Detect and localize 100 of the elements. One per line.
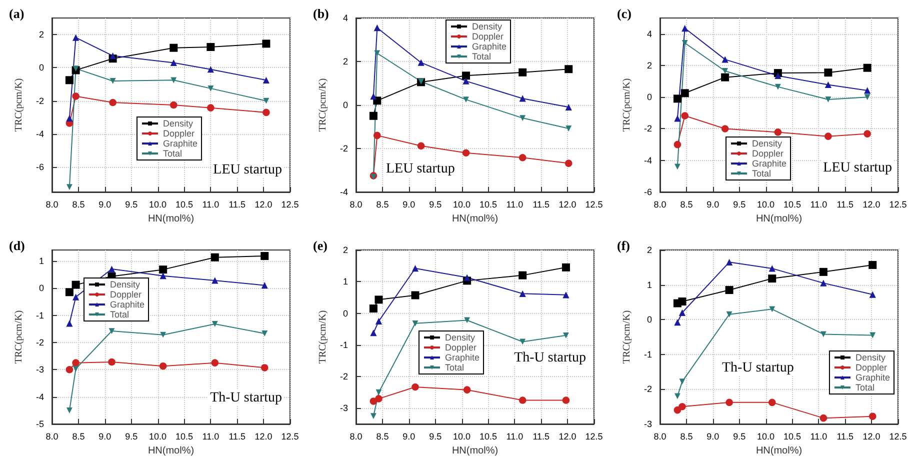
point [159, 362, 167, 370]
point [412, 265, 419, 272]
y-tick-label: -4 [36, 392, 44, 402]
y-tick-label: 1 [342, 276, 348, 287]
y-axis-title: TRC(pcm/K) [318, 310, 328, 364]
x-tick-label: 10.0 [149, 200, 167, 210]
point [819, 268, 828, 276]
point [374, 296, 383, 304]
y-tick-label: -3 [340, 403, 348, 414]
point [160, 332, 166, 338]
legend-label: Density [752, 138, 783, 148]
point [207, 104, 214, 112]
x-axis-title: HN(mol%) [452, 446, 498, 456]
y-axis-title: TRC(pcm/K) [622, 310, 632, 364]
x-tick-label: 8.5 [376, 432, 389, 442]
point [774, 72, 782, 80]
y-tick-label: -2 [340, 144, 348, 154]
y-tick-label: -2 [36, 337, 44, 348]
point [211, 359, 219, 366]
point [206, 43, 215, 51]
point [170, 101, 178, 109]
x-tick-label: 9.5 [429, 432, 442, 442]
point [820, 331, 826, 338]
y-tick-label: 4 [646, 28, 652, 39]
point [72, 92, 80, 100]
point [565, 104, 572, 110]
point [864, 94, 870, 100]
x-tick-label: 8.5 [72, 200, 85, 210]
y-tick-label: -3 [644, 419, 652, 429]
y-tick-label: 0 [342, 100, 348, 110]
point [170, 44, 178, 52]
point [820, 414, 828, 422]
x-tick-label: 8.0 [654, 432, 666, 442]
y-tick-label: -4 [644, 155, 652, 166]
legend-label: Density [445, 332, 476, 342]
point [726, 398, 733, 406]
y-tick-label: -2 [644, 384, 652, 394]
y-tick-label: 0 [646, 314, 652, 325]
point [562, 292, 570, 298]
legend-label: Total [445, 362, 464, 372]
point [678, 309, 686, 316]
point [374, 132, 381, 140]
x-tick-label: 8.5 [72, 432, 85, 442]
point [462, 78, 470, 84]
legend-label: Doppler [472, 32, 504, 42]
x-tick-label: 11.0 [810, 432, 828, 442]
annotation: LEU startup [386, 162, 455, 176]
point [566, 126, 572, 132]
point [170, 59, 177, 66]
y-tick-label: -4 [340, 187, 348, 197]
point [562, 396, 570, 404]
point [680, 89, 689, 98]
y-tick-label: -2 [644, 124, 652, 134]
x-tick-label: 10.0 [757, 432, 775, 442]
legend-label: Doppler [163, 128, 195, 138]
x-tick-label: 10.5 [479, 200, 497, 210]
point [66, 114, 73, 122]
point [864, 87, 871, 94]
x-tick-label: 10.5 [175, 432, 193, 442]
point [864, 130, 871, 138]
point [462, 72, 470, 80]
point [260, 364, 268, 372]
x-tick-label: 11.0 [202, 200, 220, 210]
point [520, 115, 526, 121]
y-tick-label: 2 [38, 30, 44, 40]
point [722, 68, 728, 74]
point [870, 332, 876, 338]
x-tick-label: 10.5 [479, 432, 497, 442]
point [674, 140, 682, 148]
point [72, 294, 80, 300]
x-tick-label: 12.5 [281, 432, 299, 442]
point [768, 274, 776, 283]
point [774, 128, 782, 136]
legend-label: Total [752, 168, 772, 178]
point [464, 317, 470, 324]
y-axis-title: TRC(pcm/K) [14, 310, 24, 364]
point [412, 320, 418, 326]
y-axis-title: TRC(pcm/K) [318, 78, 328, 132]
y-tick-label: 0 [342, 308, 348, 318]
x-tick-label: 11.5 [228, 432, 246, 442]
y-tick-label: 0 [38, 283, 44, 294]
x-tick-label: 11.0 [810, 200, 828, 210]
point [212, 277, 218, 284]
y-axis-title: TRC(pcm/K) [622, 78, 632, 132]
point [868, 412, 876, 420]
x-tick-label: 12.5 [889, 432, 907, 442]
point [463, 386, 471, 394]
point [562, 263, 570, 272]
point [374, 24, 380, 32]
point [370, 413, 376, 420]
point [774, 84, 781, 90]
point [682, 24, 688, 32]
legend-label: Graphite [445, 352, 480, 362]
x-tick-label: 12.5 [585, 200, 603, 210]
point [464, 274, 470, 281]
point [518, 68, 527, 76]
x-tick-label: 9.0 [402, 200, 416, 210]
point [824, 132, 832, 140]
point [820, 280, 827, 286]
point [66, 184, 72, 190]
